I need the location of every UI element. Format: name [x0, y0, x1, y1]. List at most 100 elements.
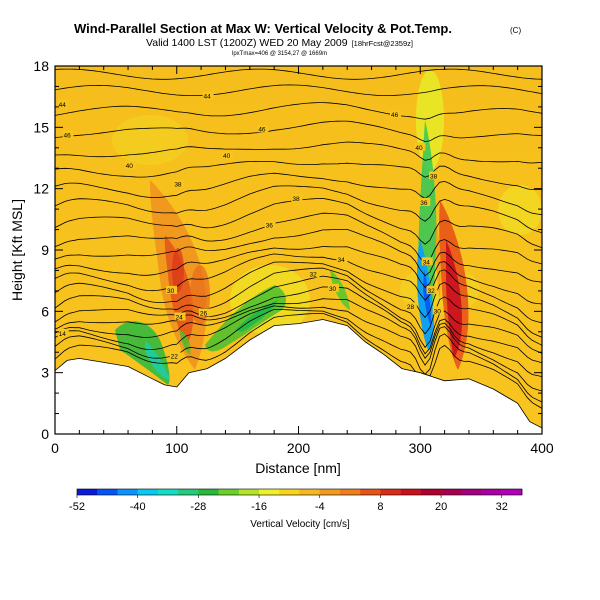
contour-label-bg [414, 142, 426, 151]
colorbar-swatch [481, 489, 503, 495]
contour-label: 30 [327, 283, 339, 293]
contour-label-bg [166, 285, 178, 294]
colorbar-tick-label: 32 [496, 501, 508, 513]
contour-label-text: 38 [292, 196, 300, 203]
isentrope-line [55, 267, 542, 346]
contour-label-text: 46 [64, 133, 72, 140]
colorbar-swatch [319, 489, 341, 495]
contour-label-text: 32 [428, 288, 436, 295]
isentrope-line [55, 172, 542, 216]
contour-label-text: 36 [266, 222, 274, 229]
isentrope-line [55, 102, 542, 120]
isentrope-line [55, 298, 542, 377]
contour-label-text: 44 [204, 94, 212, 101]
contour-label: 22 [169, 351, 181, 360]
x-tick-label: 300 [409, 440, 433, 456]
isentrope-line [55, 286, 542, 364]
isentrope-line [55, 185, 542, 234]
contour-label-bg [291, 193, 303, 202]
colorbar-frame [76, 488, 523, 496]
x-tick-label: 400 [530, 440, 554, 456]
updraft-core-east [435, 220, 441, 300]
contour-label: 24 [174, 312, 186, 321]
isentrope-line [55, 160, 542, 190]
contour-label: 46 [257, 124, 269, 133]
contour-label: 30 [432, 306, 444, 315]
colorbar-tick-label: -40 [130, 501, 146, 513]
colorbar-swatch [441, 489, 462, 495]
contour-label-bg [57, 99, 69, 108]
y-tick-label: 3 [41, 365, 49, 381]
downdraft-patch-west [145, 340, 170, 380]
colorbar-swatch [461, 489, 482, 495]
colorbar-swatch [400, 489, 422, 495]
contour-label: 40 [414, 142, 426, 152]
contour-label-bg [308, 269, 320, 278]
colorbar-swatch [218, 489, 240, 495]
contour-label: 14 [57, 328, 69, 338]
contour-label-bg [198, 308, 210, 317]
contour-labels: 44 44 46 46 46 40 40 40 38 38 38 36 36 34 34 32 32 30 30 30… [57, 91, 444, 360]
weak-updraft-patch [112, 115, 188, 165]
colorbar-swatch [360, 489, 381, 495]
contour-label: 28 [405, 302, 417, 311]
colorbar-tick-label: -4 [315, 501, 325, 513]
contour-label: 38 [428, 171, 440, 180]
colorbar-swatch [198, 489, 219, 495]
isentrope-line [55, 253, 542, 324]
contour-label-bg [124, 161, 136, 170]
contour-label-bg [426, 285, 438, 294]
isentrope-line [55, 309, 542, 403]
contour-label-text: 26 [200, 310, 208, 317]
updraft-core-west [172, 248, 184, 292]
contour-label-text: 40 [223, 153, 231, 160]
isentrope-line [55, 120, 542, 143]
contour-label-text: 36 [420, 200, 428, 207]
colorbar-swatch [117, 489, 138, 495]
colorbar-swatch [77, 489, 98, 495]
contour-label: 40 [222, 150, 234, 160]
contour-label-text: 28 [407, 304, 415, 311]
contour-label-bg [257, 124, 269, 133]
contour-label-bg [419, 197, 431, 206]
contour-label-text: 22 [171, 353, 179, 360]
contour-label-text: 32 [309, 272, 317, 279]
colorbar-swatch [339, 489, 361, 495]
y-tick-label: 9 [41, 242, 49, 258]
isentrope-line [55, 212, 542, 265]
colorbar-swatch [178, 489, 199, 495]
colorbar-tick-label: -16 [251, 501, 267, 513]
colorbar-swatch [137, 489, 159, 495]
isentrope-line [55, 275, 542, 354]
colorbar-swatch [380, 489, 401, 495]
colorbar: -52 -40 -28 -16 -4 8 20 32 [69, 488, 523, 513]
contour-label: 34 [336, 255, 348, 264]
contour-label-bg [169, 351, 181, 360]
copyright-mark: (C) [510, 26, 521, 35]
contour-label-text: 44 [59, 102, 67, 109]
contour-label-text: 24 [176, 314, 184, 321]
contour-label-text: 14 [59, 331, 67, 338]
chart-title: Wind-Parallel Section at Max W: Vertical… [74, 21, 452, 36]
contour-label-text: 38 [430, 173, 438, 180]
y-tick-label: 12 [33, 181, 49, 197]
colorbar-swatch [157, 489, 179, 495]
chart-subtitle: Valid 1400 LST (1200Z) WED 20 May 2009 [1… [146, 37, 413, 49]
contour-label-bg [390, 110, 402, 119]
colorbar-tick-label: -52 [69, 501, 85, 513]
x-axis: 0 100 200 300 400 [51, 66, 554, 456]
contour-label: 32 [426, 285, 438, 295]
colorbar-swatch [420, 489, 442, 495]
contour-label-text: 40 [126, 163, 134, 170]
isentrope-line [55, 305, 542, 392]
x-tick-label: 200 [287, 440, 311, 456]
colorbar-swatch [501, 489, 523, 495]
colorbar-swatch [299, 489, 321, 495]
contour-label-text: 30 [434, 308, 442, 315]
contour-label: 46 [62, 130, 74, 140]
contour-label-text: 34 [337, 257, 345, 264]
contour-label-text: 38 [174, 182, 182, 189]
y-tick-label: 15 [33, 119, 49, 135]
